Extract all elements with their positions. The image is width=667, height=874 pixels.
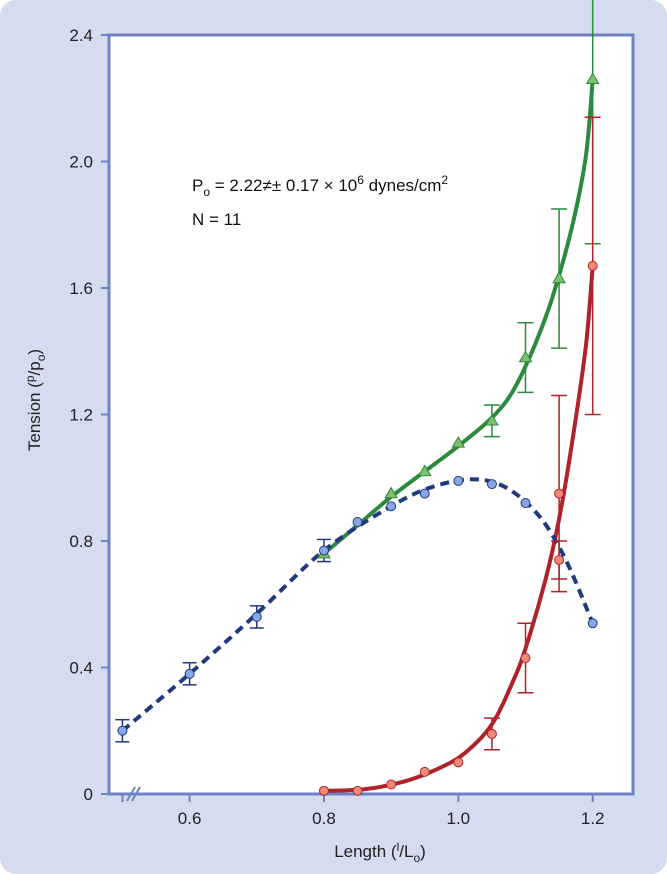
active-tension-point [451, 435, 466, 448]
total-tension-point [419, 488, 430, 499]
y-axis-title-sup: p [23, 375, 37, 382]
passive-tension-point [419, 766, 430, 777]
axis-break-mark-2 [131, 786, 141, 802]
passive-tension-point [520, 653, 531, 664]
y-tick-label: 2.4 [69, 26, 93, 45]
passive-tension-point [352, 785, 363, 796]
axis-break-mark-1 [126, 786, 136, 802]
y-axis-title-den: p [25, 361, 44, 370]
x-axis-title-sep: / [399, 842, 404, 861]
total-tension-point [251, 611, 262, 622]
y-tick-label: 0.4 [69, 659, 93, 678]
po-unit-exponent: 2 [441, 173, 448, 187]
total-tension-point [486, 479, 497, 490]
total-tension-point [587, 618, 598, 629]
x-tick-label: 1.2 [581, 809, 605, 828]
po-subscript: o [203, 185, 210, 199]
x-axis-title-sup: l [397, 840, 400, 854]
x-axis-title-sub: o [413, 851, 420, 865]
passive-tension-point [386, 779, 397, 790]
passive-tension-point [554, 488, 565, 499]
y-axis-title-sub: o [34, 354, 48, 361]
x-axis-break [126, 786, 141, 802]
passive-tension-point [318, 785, 329, 796]
x-axis-title-close: ) [420, 842, 426, 861]
active-tension-point [384, 486, 399, 499]
y-tick-label: 1.2 [69, 406, 93, 425]
y-tick-label: 0 [84, 785, 93, 804]
active-tension-point [485, 413, 499, 426]
total-tension-point [386, 501, 397, 512]
x-tick-label: 0.8 [312, 809, 336, 828]
po-exponent: 6 [357, 173, 364, 187]
x-tick-label: 0.6 [178, 809, 202, 828]
po-unit: dynes/cm [364, 176, 441, 195]
total-tension-point [453, 475, 464, 486]
y-axis-title-main: Tension ( [25, 382, 44, 451]
n-annotation: N = 11 [192, 210, 241, 229]
plot-area [107, 33, 635, 796]
active-tension-point [552, 271, 566, 284]
passive-tension-point [554, 554, 565, 565]
y-tick-label: 1.6 [69, 279, 93, 298]
total-tension-point [352, 517, 363, 528]
active-tension-point [585, 72, 600, 84]
active-tension-point [518, 350, 533, 363]
y-axis-title: Tension (p/po) [23, 349, 48, 451]
x-tick-label: 1.0 [447, 809, 471, 828]
passive-tension-point [453, 757, 464, 768]
y-tick-label: 2.0 [69, 153, 93, 172]
total-tension-point [184, 668, 195, 679]
total-tension-point [117, 725, 128, 736]
total-tension-point [520, 498, 531, 509]
y-axis-title-sep: / [25, 370, 44, 375]
passive-tension-curve [322, 263, 595, 793]
x-axis-title-den: L [404, 842, 413, 861]
x-axis-title: Length (l/Lo) [334, 840, 426, 865]
total-tension-curve [121, 477, 595, 733]
po-prefix: P [192, 176, 203, 195]
passive-tension-point [587, 260, 598, 271]
y-axis-title-close: ) [25, 349, 44, 355]
y-tick-label: 0.8 [69, 532, 93, 551]
passive-tension-point [486, 728, 497, 739]
x-axis-title-main: Length ( [334, 842, 397, 861]
po-value: = 2.22≠± 0.17 × 10 [210, 176, 357, 195]
total-tension-point [318, 545, 329, 556]
active-tension-point [417, 464, 432, 477]
po-annotation: Po = 2.22≠± 0.17 × 106 dynes/cm2 [192, 173, 448, 199]
